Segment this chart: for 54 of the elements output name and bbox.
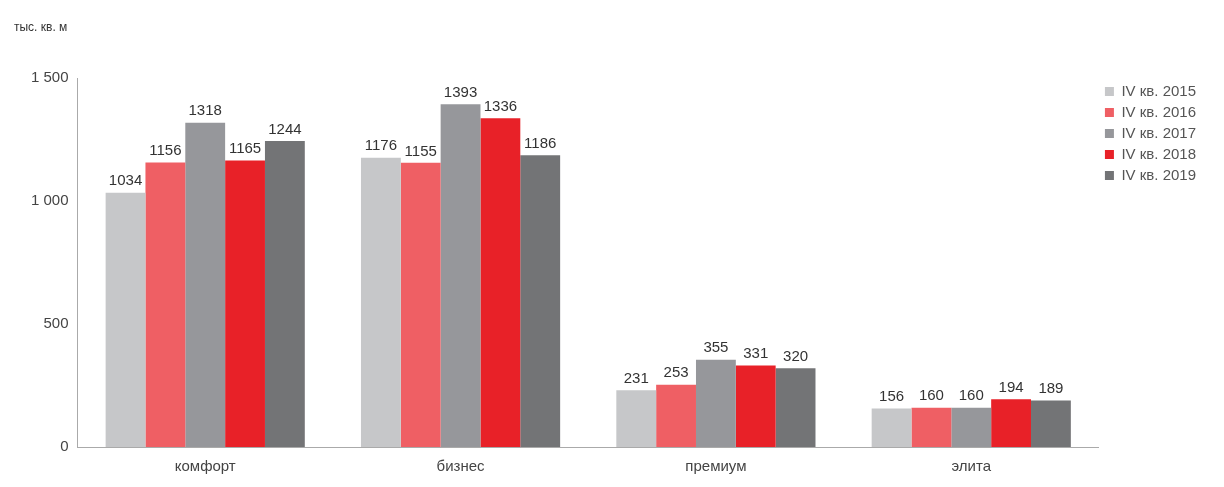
y-tick-label: 500 xyxy=(43,314,69,332)
data-label: 1393 xyxy=(443,82,478,100)
bar xyxy=(225,160,265,447)
bar xyxy=(735,365,776,447)
data-label: 1336 xyxy=(483,96,518,114)
bar xyxy=(440,104,481,447)
legend-label: IV кв. 2017 xyxy=(1121,123,1196,141)
y-axis-title: тыс. кв. м xyxy=(14,20,68,35)
bar xyxy=(105,192,146,447)
bar xyxy=(695,359,736,447)
bar xyxy=(775,368,816,447)
x-tick-label: премиум xyxy=(685,457,747,475)
x-tick-label: бизнес xyxy=(436,457,486,475)
y-tick-label: 1 000 xyxy=(30,191,69,209)
data-label: 194 xyxy=(998,377,1024,395)
data-label: 160 xyxy=(958,386,984,404)
bar xyxy=(480,118,521,447)
bar xyxy=(991,399,1031,447)
x-tick-label: элита xyxy=(951,457,992,475)
data-label: 355 xyxy=(703,338,729,356)
data-label: 253 xyxy=(663,363,689,381)
bar xyxy=(520,155,561,447)
data-label: 1176 xyxy=(364,136,398,154)
bar xyxy=(1031,400,1071,447)
bar xyxy=(871,408,912,447)
bar xyxy=(145,162,186,447)
bar xyxy=(951,407,992,447)
data-label: 156 xyxy=(879,387,905,405)
legend-label: IV кв. 2016 xyxy=(1121,102,1196,120)
legend-label: IV кв. 2019 xyxy=(1121,165,1196,183)
legend-label: IV кв. 2018 xyxy=(1121,144,1196,162)
data-label: 1165 xyxy=(228,139,262,157)
data-label: 231 xyxy=(623,368,649,386)
data-label: 189 xyxy=(1038,379,1064,397)
data-label: 1155 xyxy=(404,141,437,159)
legend-label: IV кв. 2015 xyxy=(1121,81,1196,99)
data-label: 1156 xyxy=(149,141,182,159)
data-label: 320 xyxy=(783,346,809,364)
y-tick-label: 0 xyxy=(60,437,69,455)
data-label: 160 xyxy=(918,386,944,404)
data-label: 1186 xyxy=(524,133,557,151)
bar xyxy=(911,407,952,447)
bar xyxy=(400,162,441,447)
y-tick-label: 1 500 xyxy=(30,68,69,86)
data-label: 1034 xyxy=(108,171,143,189)
data-label: 1244 xyxy=(268,119,302,137)
bar xyxy=(360,157,401,447)
x-tick-label: комфорт xyxy=(174,457,236,475)
data-label: 1318 xyxy=(188,101,222,119)
data-label: 331 xyxy=(743,344,769,362)
bar xyxy=(616,390,657,447)
bar xyxy=(264,140,305,447)
bar xyxy=(185,122,226,447)
bar xyxy=(656,384,696,447)
